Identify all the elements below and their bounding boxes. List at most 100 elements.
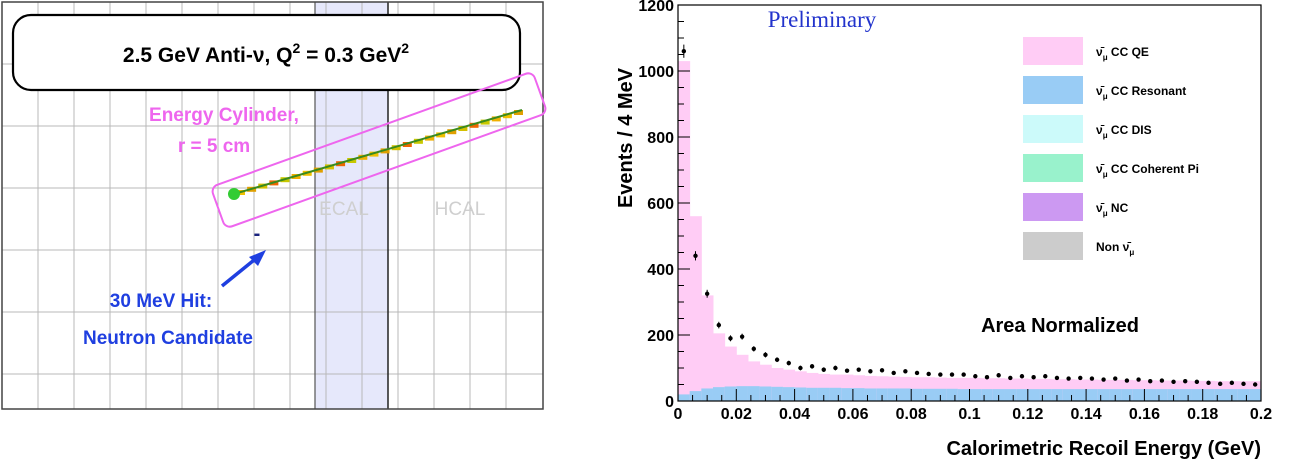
bar-cc-resonant — [864, 388, 877, 401]
bar-cc-resonant — [1004, 389, 1017, 401]
data-point — [739, 334, 745, 339]
data-point — [1043, 374, 1048, 379]
energy-cylinder — [211, 72, 547, 228]
data-point — [1229, 380, 1235, 386]
legend-entry: Non ν̄μ — [1096, 240, 1134, 257]
bar-cc-resonant — [887, 388, 901, 401]
bar-cc-resonant — [969, 389, 982, 401]
data-point — [891, 370, 896, 376]
bar-cc-resonant — [678, 394, 691, 401]
data-point — [1148, 379, 1153, 384]
x-tick-label: 0.06 — [837, 406, 868, 423]
data-point — [798, 365, 803, 371]
data-point — [914, 370, 920, 376]
bar-cc-resonant — [911, 388, 924, 401]
y-tick-label: 600 — [647, 196, 674, 213]
bar-cc-resonant — [1214, 389, 1227, 401]
data-point — [984, 375, 990, 380]
data-point — [809, 364, 815, 369]
bar-cc-resonant — [1062, 389, 1075, 401]
legend-entry: ν̄μ NC — [1096, 201, 1129, 218]
bar-cc-resonant — [817, 387, 831, 401]
y-tick-label: 0 — [665, 394, 674, 411]
bar-cc-resonant — [1202, 389, 1215, 401]
bar-cc-resonant — [724, 386, 737, 401]
track-hit — [458, 126, 468, 131]
bar-cc-resonant — [771, 386, 784, 401]
bar-cc-resonant — [1156, 389, 1169, 401]
plot-area — [678, 44, 1262, 401]
data-point — [1241, 381, 1246, 387]
bar-cc-resonant — [1097, 389, 1110, 401]
bar-cc-resonant — [981, 389, 994, 401]
legend: ν̄μ CC QE ν̄μ CC Resonant ν̄μ CC DIS ν̄μ CC… — [1023, 37, 1199, 260]
data-point — [903, 369, 908, 374]
data-point — [774, 357, 780, 362]
legend-entry: ν̄μ CC QE — [1096, 45, 1149, 62]
data-point — [938, 372, 943, 377]
bar-cc-resonant — [1086, 389, 1099, 401]
y-axis-label: Events / 4 MeV — [615, 67, 637, 208]
bar-cc-resonant — [759, 386, 772, 401]
data-point — [1136, 377, 1141, 382]
bar-cc-resonant — [1132, 389, 1145, 401]
hit-arrow-head — [249, 250, 266, 266]
data-point — [1124, 378, 1130, 383]
x-axis-label: Calorimetric Recoil Energy (GeV) — [946, 438, 1261, 460]
bar-cc-resonant — [841, 388, 854, 401]
bar-cc-resonant — [1191, 389, 1204, 401]
track-hit — [402, 142, 412, 147]
bar-cc-resonant — [1039, 389, 1052, 401]
bar-cc-resonant — [934, 388, 947, 401]
data-point — [1171, 379, 1176, 385]
data-point — [1054, 375, 1060, 381]
data-point — [693, 253, 698, 258]
legend-swatch — [1023, 193, 1083, 221]
y-tick-label: 800 — [647, 130, 674, 147]
bar-cc-qe — [712, 333, 726, 401]
cylinder-label-line2: r = 5 cm — [178, 136, 250, 157]
data-point — [681, 49, 687, 54]
y-tick-label: 1000 — [638, 64, 674, 81]
y-tick-label: 400 — [647, 262, 674, 279]
data-point — [1008, 375, 1013, 381]
data-point — [1183, 379, 1188, 384]
hit-arrow-shaft — [220, 254, 261, 288]
data-point — [856, 367, 861, 372]
data-point — [833, 365, 838, 371]
data-point — [1101, 377, 1106, 382]
track-hit — [469, 122, 479, 128]
preliminary-label: Preliminary — [768, 7, 877, 32]
bar-cc-resonant — [1074, 389, 1087, 401]
legend-entry: ν̄μ CC Coherent Pi — [1096, 162, 1199, 179]
display-frame — [1, 1, 544, 410]
data-point — [1217, 381, 1223, 387]
bar-cc-resonant — [1237, 389, 1250, 401]
data-point — [1194, 379, 1200, 385]
track-hit — [480, 119, 490, 125]
bar-cc-resonant — [1121, 389, 1134, 401]
axes — [677, 4, 1262, 402]
data-point — [1089, 376, 1095, 381]
data-point — [751, 346, 756, 352]
hcal-label: HCAL — [435, 199, 486, 220]
legend-entry: ν̄μ CC DIS — [1096, 123, 1152, 140]
data-point — [1113, 376, 1118, 381]
x-tick-label: 0.04 — [779, 406, 810, 423]
ecal-label: ECAL — [319, 199, 369, 220]
x-tick-label: 0.12 — [1012, 406, 1043, 423]
bar-cc-resonant — [747, 386, 761, 401]
data-point — [786, 360, 791, 366]
data-point — [949, 372, 955, 377]
hit-label-line1: 30 MeV Hit: — [110, 291, 212, 312]
data-point — [1159, 378, 1165, 383]
legend-swatch — [1023, 76, 1083, 104]
bar-cc-resonant — [852, 388, 866, 401]
x-tick-label: 0.1 — [958, 406, 980, 423]
bar-cc-resonant — [1179, 389, 1192, 401]
bar-cc-resonant — [899, 388, 912, 401]
bar-cc-qe — [701, 295, 714, 401]
x-tick-label: 0.14 — [1071, 406, 1102, 423]
plot-frame — [677, 4, 1262, 402]
data-point — [728, 336, 733, 341]
